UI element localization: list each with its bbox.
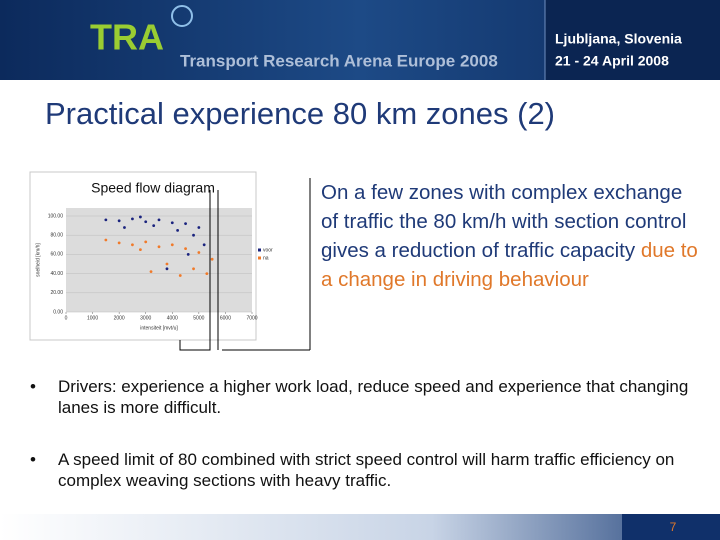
page-number: 7 xyxy=(670,520,677,534)
scatter-point xyxy=(197,251,201,254)
y-axis-label: snelheid [km/h] xyxy=(35,243,41,277)
bracket-left xyxy=(179,190,211,351)
y-tick-label: 80.00 xyxy=(50,233,63,239)
paragraph: On a few zones with complex exchange of … xyxy=(321,178,701,294)
scatter-point xyxy=(117,219,121,223)
scatter-point xyxy=(210,257,214,261)
slide-title: Practical experience 80 km zones (2) xyxy=(45,96,556,131)
scatter-point xyxy=(152,224,156,228)
scatter-point xyxy=(104,238,108,242)
scatter-point xyxy=(139,248,142,252)
scatter-point xyxy=(104,218,108,222)
x-tick-label: 0 xyxy=(65,315,68,321)
bullet: Drivers: experience a higher work load, … xyxy=(30,376,690,418)
header-date-panel xyxy=(545,0,720,80)
scatter-point xyxy=(149,270,153,274)
scatter-point xyxy=(176,229,180,232)
y-tick-label: 100.00 xyxy=(48,213,64,219)
scatter-point xyxy=(184,247,187,251)
plot-area xyxy=(66,208,252,312)
scatter-point xyxy=(184,222,187,226)
x-tick-label: 2000 xyxy=(114,315,125,321)
footer-panel xyxy=(622,514,720,540)
bullet-list: Drivers: experience a higher work load, … xyxy=(30,376,690,522)
x-tick-label: 4000 xyxy=(167,315,178,321)
logo-swirl xyxy=(171,5,193,27)
scatter-point xyxy=(186,253,190,256)
x-tick-label: 6000 xyxy=(220,315,231,321)
x-tick-label: 5000 xyxy=(193,315,204,321)
bullet: A speed limit of 80 combined with strict… xyxy=(30,449,690,491)
figure: Speed flow diagram snelheid [km/h] inten… xyxy=(29,171,273,341)
scatter-point xyxy=(170,243,174,247)
y-tick-label: 40.00 xyxy=(50,271,63,277)
scatter-point xyxy=(157,245,161,249)
paragraph-text: On a few zones with complex exchange of … xyxy=(321,181,687,262)
figure-caption: Speed flow diagram xyxy=(91,180,215,196)
x-tick-label: 7000 xyxy=(246,315,257,321)
scatter-point xyxy=(192,267,195,271)
scatter-point xyxy=(131,217,134,221)
scatter-point xyxy=(157,218,161,222)
scatter-point xyxy=(178,274,182,277)
paragraph-highlight: due to a change in driving behaviour xyxy=(321,239,698,291)
logo-text: TRA xyxy=(90,17,164,58)
y-tick-label: 60.00 xyxy=(50,252,63,258)
footer-bar xyxy=(0,514,720,540)
legend-label: na xyxy=(263,255,269,261)
x-tick-label: 1000 xyxy=(87,315,98,321)
scatter-point xyxy=(192,233,195,237)
scatter-point xyxy=(131,243,134,247)
scatter-point xyxy=(139,215,142,219)
event-name: Transport Research Arena Europe 2008 xyxy=(180,51,498,70)
y-tick-label: 20.00 xyxy=(50,290,63,296)
x-axis-label: intensiteit [mvt/u] xyxy=(140,325,178,331)
y-tick-label: 0.00 xyxy=(53,309,63,315)
scatter-point xyxy=(144,220,148,224)
scatter-point xyxy=(165,262,169,266)
scatter-point xyxy=(165,267,169,271)
scatter-point xyxy=(170,221,174,225)
legend-label: voor xyxy=(263,247,273,253)
scatter-point xyxy=(197,226,201,229)
x-tick-label: 3000 xyxy=(140,315,151,321)
legend-swatch xyxy=(258,248,261,252)
scatter-point xyxy=(205,272,209,275)
scatter-point xyxy=(144,240,148,244)
scatter-point xyxy=(117,241,121,245)
event-dates: 21 - 24 April 2008 xyxy=(555,53,669,69)
scatter-point xyxy=(123,226,126,229)
legend-swatch xyxy=(258,256,261,260)
scatter-point xyxy=(202,243,206,247)
event-location: Ljubljana, Slovenia xyxy=(555,31,682,47)
